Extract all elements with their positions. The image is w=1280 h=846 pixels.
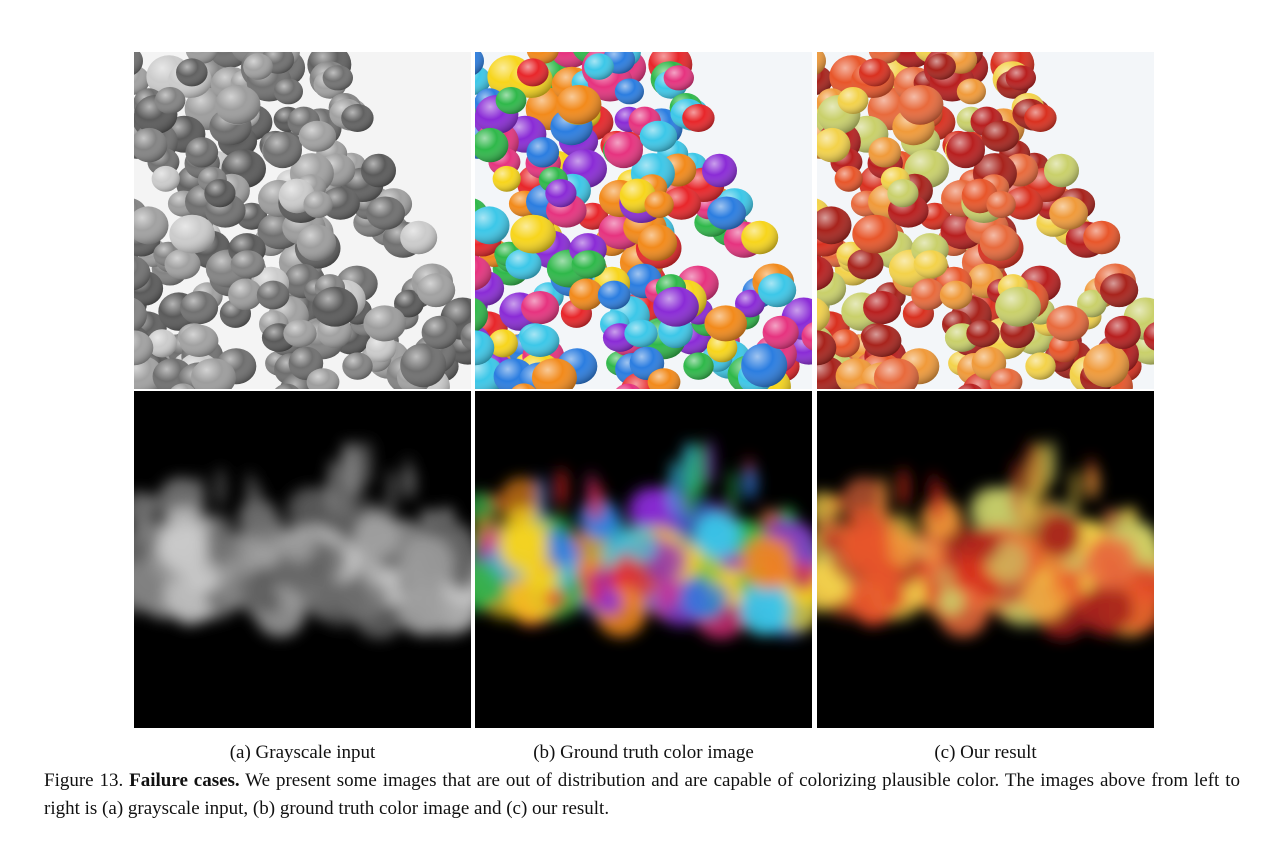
powder-cloud xyxy=(738,582,791,636)
powder-cloud xyxy=(591,567,615,591)
powder-streak xyxy=(387,468,396,516)
powder-streak xyxy=(1014,472,1021,522)
figure-caption: Figure 13. Failure cases. We present som… xyxy=(44,767,1240,823)
powder-result-canvas xyxy=(817,391,1154,728)
powder-cloud xyxy=(255,588,282,615)
caption-body: We present some images that are out of d… xyxy=(44,770,1240,819)
powder-cloud xyxy=(134,563,160,613)
powder-cloud xyxy=(694,512,741,558)
powder-streak xyxy=(728,468,737,516)
powder-streak xyxy=(401,466,417,500)
powder-cloud xyxy=(1131,563,1154,592)
powder-cloud xyxy=(204,589,222,608)
powder-cloud xyxy=(819,534,839,554)
caption-title: Failure cases. xyxy=(129,770,240,791)
powder-cloud xyxy=(867,557,902,592)
powder-cloud xyxy=(545,589,563,608)
powder-cloud xyxy=(475,563,501,613)
powder-streak xyxy=(245,471,255,524)
figure-grid xyxy=(134,52,1154,728)
powder-streak xyxy=(536,475,546,526)
powder-streak xyxy=(555,467,568,508)
powder-streak xyxy=(214,467,227,508)
balloons-grayscale-image xyxy=(134,52,471,389)
powder-cloud xyxy=(400,536,454,590)
balloons-ground-truth-image xyxy=(475,52,812,389)
powder-ground-truth-image xyxy=(475,391,812,728)
powder-cloud xyxy=(938,588,965,615)
balloons-result-canvas xyxy=(817,52,1154,389)
powder-cloud xyxy=(448,563,471,592)
powder-cloud xyxy=(1080,582,1133,636)
powder-streak xyxy=(195,475,205,526)
powder-cloud xyxy=(477,534,497,554)
powder-streak xyxy=(1047,439,1057,486)
powder-streak xyxy=(1084,466,1100,500)
powder-cloud xyxy=(887,589,905,608)
subcaption-a: (a) Grayscale input xyxy=(229,742,376,763)
balloons-ground-truth-canvas xyxy=(475,52,812,389)
powder-cloud xyxy=(789,563,812,592)
powder-cloud xyxy=(933,567,957,591)
powder-grayscale-image xyxy=(134,391,471,728)
powder-cloud xyxy=(1036,512,1083,558)
powder-cloud xyxy=(1083,536,1137,590)
powder-cloud xyxy=(760,508,779,527)
powder-grayscale-canvas xyxy=(134,391,471,728)
powder-streak xyxy=(344,454,352,506)
powder-cloud xyxy=(1102,508,1121,527)
powder-streak xyxy=(672,472,679,522)
powder-cloud xyxy=(623,526,659,562)
powder-streak xyxy=(253,481,263,522)
powder-streak xyxy=(1027,454,1035,506)
powder-streak xyxy=(897,467,910,508)
powder-cloud xyxy=(525,557,560,592)
powder-result-image xyxy=(817,391,1154,728)
powder-streak xyxy=(936,481,946,522)
powder-cloud xyxy=(136,534,156,554)
powder-streak xyxy=(586,471,596,524)
powder-streak xyxy=(878,475,888,526)
powder-cloud xyxy=(419,508,438,527)
powder-streak xyxy=(742,466,758,500)
powder-streak xyxy=(364,439,374,486)
powder-ground-truth-canvas xyxy=(475,391,812,728)
subcaption-b: (b) Ground truth color image xyxy=(533,742,754,763)
powder-cloud xyxy=(596,588,623,615)
subcaption-c: (c) Our result xyxy=(934,742,1037,763)
powder-streak xyxy=(928,471,938,524)
powder-cloud xyxy=(184,557,219,592)
powder-streak xyxy=(1070,468,1079,516)
powder-cloud xyxy=(282,526,318,562)
powder-streak xyxy=(331,472,338,522)
powder-cloud xyxy=(817,563,843,613)
balloons-grayscale-canvas xyxy=(134,52,471,389)
powder-streak xyxy=(685,454,693,506)
powder-streak xyxy=(594,481,604,522)
powder-cloud xyxy=(741,536,795,590)
powder-cloud xyxy=(397,582,450,636)
powder-cloud xyxy=(965,526,1001,562)
balloons-result-image xyxy=(817,52,1154,389)
powder-cloud xyxy=(250,567,274,591)
caption-prefix: Figure 13. xyxy=(44,770,124,791)
powder-cloud xyxy=(353,512,400,558)
powder-streak xyxy=(705,439,715,486)
